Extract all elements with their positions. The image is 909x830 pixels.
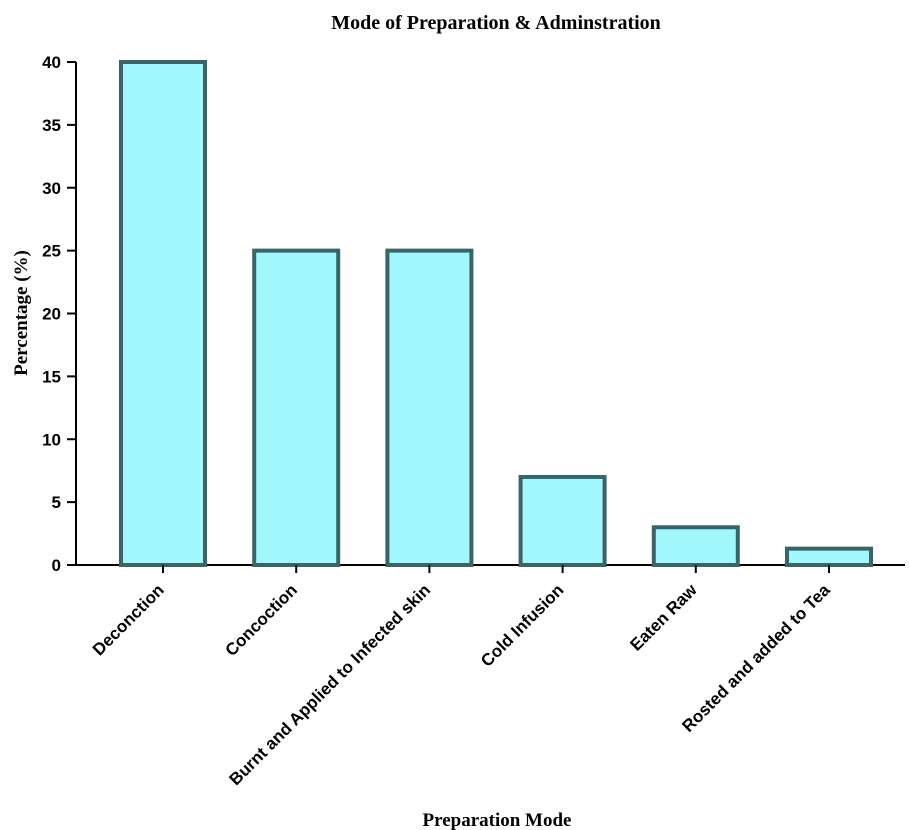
bar — [651, 525, 740, 568]
bar — [385, 248, 474, 567]
y-tick-label: 10 — [42, 430, 61, 449]
y-tick-label: 15 — [42, 367, 61, 386]
y-tick-label: 5 — [52, 493, 61, 512]
y-tick-label: 0 — [52, 556, 61, 575]
x-tick-label: Deconction — [89, 580, 168, 659]
x-axis-label: Preparation Mode — [423, 810, 572, 830]
y-tick-label: 25 — [42, 242, 61, 261]
bar — [252, 248, 341, 567]
y-tick-label: 20 — [42, 305, 61, 324]
y-axis-label: Percentage (%) — [11, 250, 32, 376]
y-tick-label: 30 — [42, 179, 61, 198]
x-tick-label: Cold Infusion — [477, 580, 567, 670]
y-tick-label: 35 — [42, 116, 61, 135]
bar — [119, 60, 207, 567]
bar — [785, 546, 873, 568]
x-tick-label: Concoction — [221, 580, 301, 660]
bar — [518, 474, 607, 568]
chart-title: Mode of Preparation & Adminstration — [331, 12, 661, 34]
x-tick-label: Rosted and added to Tea — [678, 580, 834, 736]
y-tick-label: 40 — [42, 53, 61, 72]
x-tick-label: Eaten Raw — [626, 580, 701, 655]
